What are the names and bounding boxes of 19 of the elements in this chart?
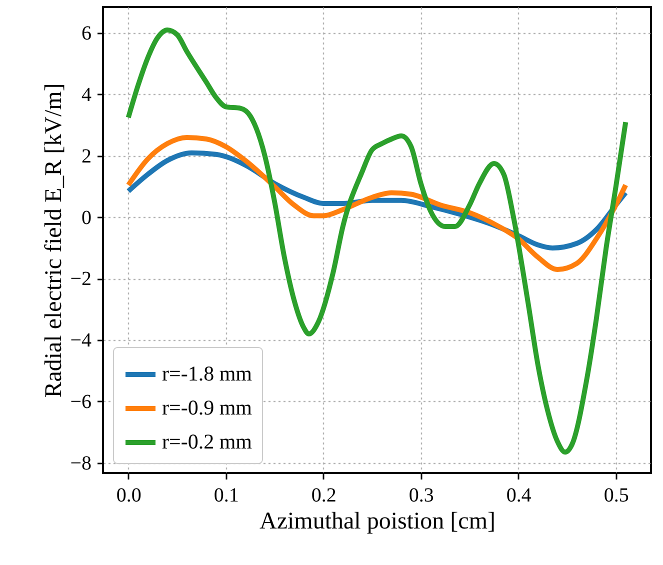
y-tick-label: −8 [70,452,92,474]
legend-label: r=-0.9 mm [162,396,252,420]
x-tick-label: 0.3 [408,484,434,506]
x-tick-label: 0.2 [311,484,336,506]
x-tick-label: 0.0 [116,484,142,506]
y-axis-title: Radial electric field E_R [kV/m] [41,83,68,398]
y-tick-label: 2 [82,145,92,168]
y-tick-label: 4 [82,84,92,106]
x-tick-label: 0.5 [604,484,629,506]
y-tick-label: −6 [70,390,92,413]
legend-label: r=-1.8 mm [162,362,252,386]
y-tick-label: −4 [70,330,92,352]
x-axis-title: Azimuthal poistion [cm] [260,508,496,534]
x-tick-label: 0.4 [506,484,532,506]
y-tick-label: 6 [82,22,92,45]
y-tick-label: −2 [70,268,92,290]
y-tick-label: 0 [82,206,92,229]
legend-label: r=-0.2 mm [162,430,252,454]
x-tick-label: 0.1 [214,484,239,506]
